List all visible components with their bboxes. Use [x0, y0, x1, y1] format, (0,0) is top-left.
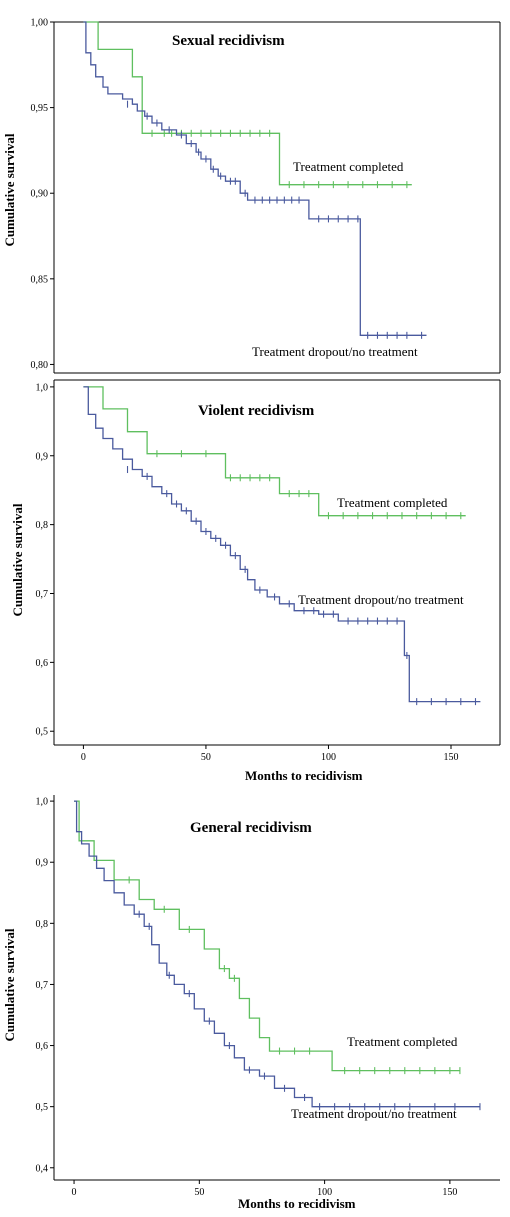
y-tick-label: 1,00	[31, 18, 49, 29]
x-ticks: 0 50 100 150	[81, 745, 458, 763]
panel-sexual-recidivism: 0,80 0,85 0,90 0,95 1,00 Sexual recidivism C…	[2, 18, 501, 374]
chart-title: Violent recidivism	[198, 403, 315, 419]
y-tick-label: 0,5	[36, 727, 49, 738]
y-ticks: 0,4 0,5 0,6 0,7 0,8 0,9 1,0	[36, 797, 54, 1174]
y-tick-label: 1,0	[36, 797, 49, 808]
series-label-completed: Treatment completed	[293, 159, 404, 174]
x-tick-label: 0	[72, 1187, 77, 1198]
y-tick-label: 0,8	[36, 919, 49, 930]
chart-title: Sexual recidivism	[172, 33, 285, 49]
y-tick-label: 0,6	[36, 658, 49, 669]
y-ticks: 0,5 0,6 0,7 0,8 0,9 1,0	[36, 382, 54, 738]
survival-curve-dropout	[74, 800, 480, 1108]
y-tick-label: 0,4	[36, 1163, 49, 1174]
y-tick-label: 0,6	[36, 1041, 49, 1052]
series-label-completed: Treatment completed	[337, 495, 448, 510]
x-tick-label: 150	[443, 752, 458, 763]
y-tick-label: 0,9	[36, 451, 49, 462]
y-tick-label: 0,80	[31, 360, 49, 371]
y-tick-label: 0,9	[36, 858, 49, 869]
x-axis-label: Months to recidivism	[245, 768, 363, 783]
y-axis-label: Cumulative survival	[2, 133, 17, 246]
panel-general-recidivism: 0,4 0,5 0,6 0,7 0,8 0,9 1,0 0 50 100 150 General …	[2, 795, 500, 1211]
series-label-dropout: Treatment dropout/no treatment	[252, 344, 418, 359]
survival-curve-completed	[74, 800, 460, 1072]
x-ticks: 0 50 100 150	[72, 1180, 457, 1198]
series-label-dropout: Treatment dropout/no treatment	[298, 592, 464, 607]
survival-curve-completed	[83, 386, 466, 517]
series-lines	[74, 800, 481, 1111]
survival-curve-dropout	[83, 386, 481, 703]
y-tick-label: 0,7	[36, 980, 49, 991]
x-axis-label: Months to recidivism	[238, 1196, 356, 1211]
y-tick-label: 0,5	[36, 1102, 49, 1113]
x-tick-label: 50	[201, 752, 211, 763]
series-label-completed: Treatment completed	[347, 1034, 458, 1049]
y-axis-label: Cumulative survival	[10, 503, 25, 616]
y-tick-label: 0,8	[36, 520, 49, 531]
chart-title: General recidivism	[190, 820, 312, 836]
x-tick-label: 50	[194, 1187, 204, 1198]
y-axis-label: Cumulative survival	[2, 928, 17, 1041]
series-label-dropout: Treatment dropout/no treatment	[291, 1106, 457, 1121]
x-tick-label: 0	[81, 752, 86, 763]
y-tick-label: 0,90	[31, 189, 49, 200]
series-lines	[83, 21, 427, 339]
y-tick-label: 1,0	[36, 382, 49, 393]
series-lines	[83, 386, 481, 706]
y-tick-label: 0,7	[36, 589, 49, 600]
survival-curve-completed	[83, 21, 412, 186]
y-tick-label: 0,85	[31, 274, 49, 285]
panel-violent-recidivism: 0,5 0,6 0,7 0,8 0,9 1,0 0 50 100 150 Violent rec…	[10, 379, 501, 783]
y-ticks: 0,80 0,85 0,90 0,95 1,00	[31, 18, 54, 371]
survival-curve-dropout	[83, 21, 427, 336]
y-tick-label: 0,95	[31, 103, 49, 114]
x-tick-label: 150	[442, 1187, 457, 1198]
x-tick-label: 100	[317, 1187, 332, 1198]
x-tick-label: 100	[321, 752, 336, 763]
